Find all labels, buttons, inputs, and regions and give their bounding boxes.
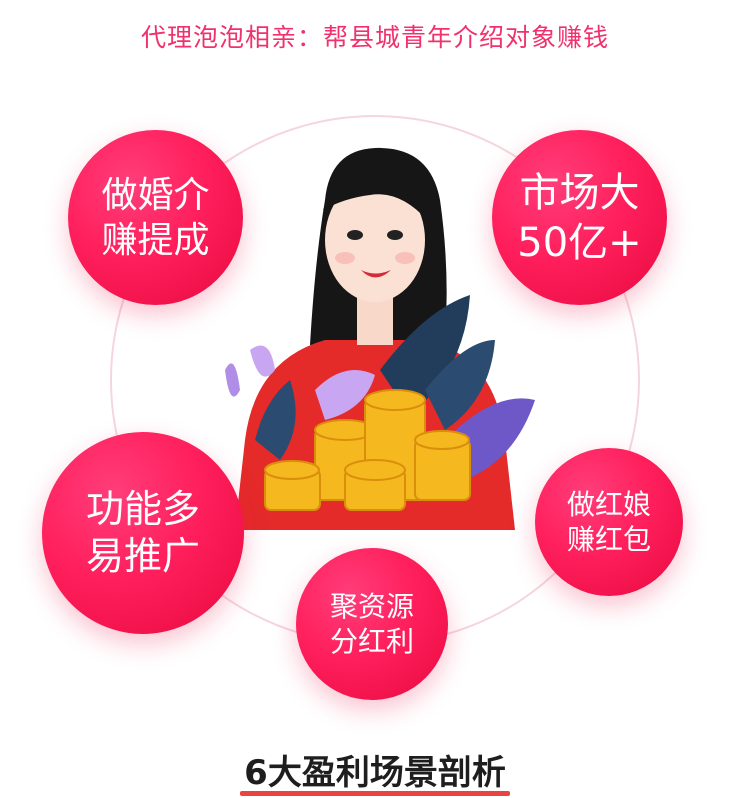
woman-with-coins-illustration — [225, 147, 535, 530]
headline: 代理泡泡相亲：帮县城青年介绍对象赚钱 — [140, 23, 609, 52]
section-title: 6大盈利场景剖析 — [244, 753, 506, 793]
bubble-line: 赚红包 — [566, 523, 651, 556]
bubble-matchmaking-commission: 做婚介 赚提成 — [68, 130, 243, 305]
bubble-features: 功能多 易推广 — [42, 432, 244, 634]
bubble-line: 聚资源 — [329, 590, 414, 623]
title-underline — [240, 791, 510, 796]
bubble-line: 做婚介 — [101, 174, 210, 216]
bubble-market-size: 市场大 50亿+ — [492, 130, 667, 305]
bubble-line: 做红娘 — [566, 488, 651, 521]
bubble-line: 赚提成 — [101, 219, 210, 261]
bubble-line: 分红利 — [329, 625, 414, 658]
bubble-red-envelope: 做红娘 赚红包 — [535, 448, 683, 596]
bubble-line: 功能多 — [85, 486, 200, 531]
bubble-line: 市场大 — [519, 169, 640, 216]
bubble-dividends: 聚资源 分红利 — [296, 548, 448, 700]
bubble-line: 50亿+ — [517, 219, 642, 266]
bubble-line: 易推广 — [85, 534, 200, 578]
